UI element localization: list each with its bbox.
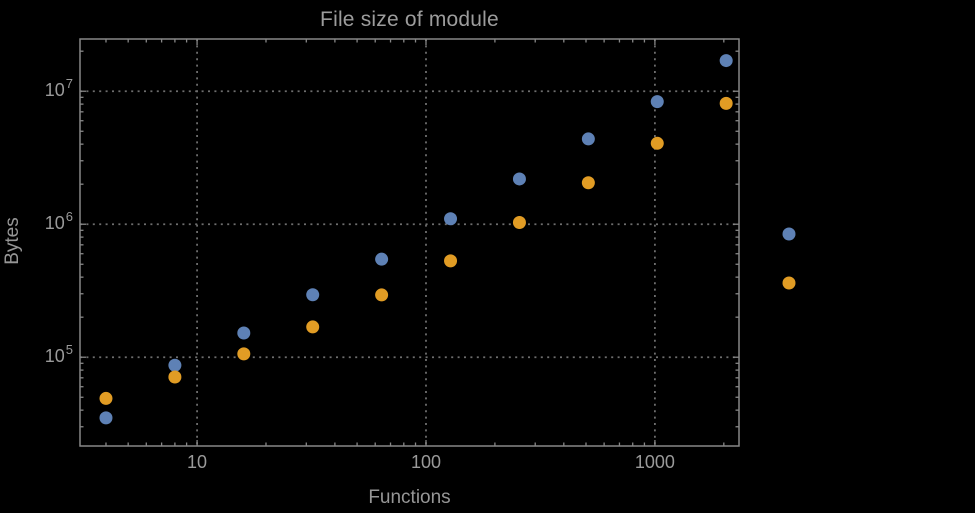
data-point-series-1-blue xyxy=(99,411,113,425)
data-point-series-1-blue xyxy=(719,54,733,68)
data-point-series-1-blue xyxy=(650,95,664,109)
x-axis-label: Functions xyxy=(368,487,451,508)
data-point-series-2-orange xyxy=(444,254,458,268)
data-point-series-1-blue xyxy=(237,326,251,340)
data-point-series-1-blue xyxy=(168,358,182,372)
data-point-series-2-orange xyxy=(581,176,595,190)
data-point-series-1-blue xyxy=(444,212,458,226)
plot-frame xyxy=(79,38,740,447)
x-tick-label: 10 xyxy=(187,452,208,472)
x-tick-label: 1000 xyxy=(634,452,675,472)
y-tick-label: 106 xyxy=(44,209,73,234)
y-tick-label: 105 xyxy=(44,342,73,367)
data-point-series-2-orange xyxy=(650,136,664,150)
data-point-series-2-orange xyxy=(168,370,182,384)
data-point-series-2-orange xyxy=(719,96,733,110)
data-point-series-1-blue xyxy=(375,252,389,266)
chart-title: File size of module xyxy=(320,8,499,31)
data-point-series-2-orange xyxy=(237,347,251,361)
legend-marker-series-2-orange xyxy=(782,276,796,290)
data-point-series-1-blue xyxy=(581,132,595,146)
data-point-series-2-orange xyxy=(306,320,320,334)
y-tick-label: 107 xyxy=(44,76,73,101)
data-point-series-1-blue xyxy=(512,172,526,186)
data-point-series-1-blue xyxy=(306,288,320,302)
data-point-series-2-orange xyxy=(512,216,526,230)
data-point-series-2-orange xyxy=(375,288,389,302)
data-point-series-2-orange xyxy=(99,391,113,405)
legend-marker-series-1-blue xyxy=(782,227,796,241)
x-tick-label: 100 xyxy=(410,452,442,472)
